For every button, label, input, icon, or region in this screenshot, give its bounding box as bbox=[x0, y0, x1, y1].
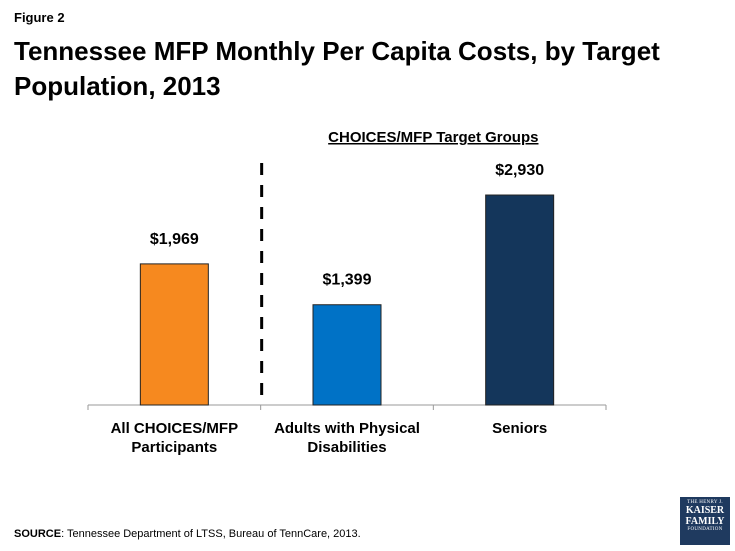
target-group-label: CHOICES/MFP Target Groups bbox=[328, 129, 538, 146]
source-text: : Tennessee Department of LTSS, Bureau o… bbox=[61, 528, 361, 540]
category-label: Participants bbox=[131, 439, 217, 456]
bar-3 bbox=[485, 194, 555, 406]
bar-value-label: $1,969 bbox=[150, 231, 199, 248]
category-label: Disabilities bbox=[307, 439, 386, 456]
logo-line-3: FAMILY bbox=[685, 516, 725, 527]
bar-1 bbox=[139, 263, 209, 406]
source-prefix: SOURCE bbox=[14, 528, 62, 540]
source-note: SOURCE: Tennessee Department of LTSS, Bu… bbox=[14, 528, 361, 540]
bar-value-label: $2,930 bbox=[495, 162, 544, 179]
logo-line-1: THE HENRY J. bbox=[687, 500, 723, 505]
logo-line-4: FOUNDATION bbox=[687, 527, 723, 532]
chart-title: Tennessee MFP Monthly Per Capita Costs, … bbox=[14, 36, 660, 101]
figure-label: Figure 2 bbox=[14, 10, 65, 25]
bar-value-label: $1,399 bbox=[323, 272, 372, 289]
logo-line-2: KAISER bbox=[685, 505, 725, 516]
bar-2 bbox=[312, 304, 382, 406]
kaiser-logo: THE HENRY J. KAISER FAMILY FOUNDATION bbox=[680, 497, 730, 545]
category-label: All CHOICES/MFP bbox=[111, 420, 239, 437]
category-label: Adults with Physical bbox=[274, 420, 420, 437]
category-label: Seniors bbox=[492, 420, 547, 437]
